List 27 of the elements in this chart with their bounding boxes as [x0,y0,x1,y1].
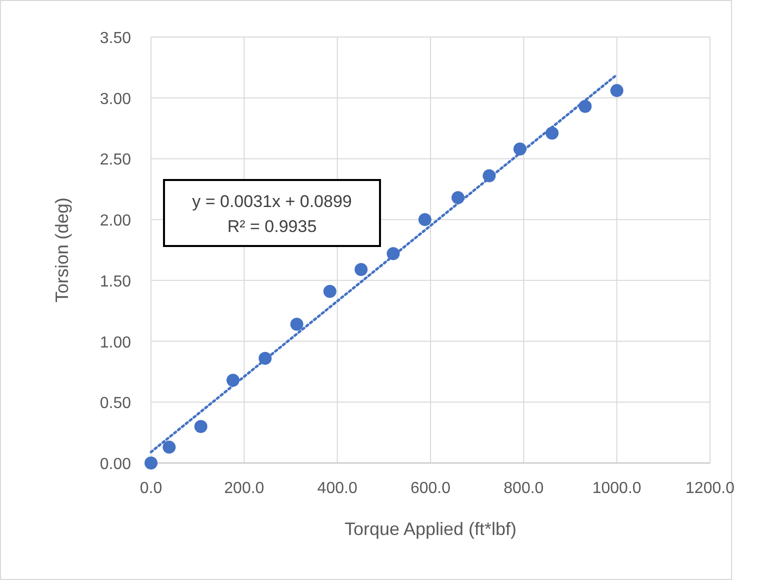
x-tick-label: 1000.0 [592,480,642,497]
point [162,440,176,454]
y-tick-label: 3.00 [100,90,132,108]
point [354,262,368,276]
y-tick-label: 0.00 [100,456,132,473]
y-tick-label: 1.00 [100,334,132,352]
x-tick-label: 0.0 [140,480,162,497]
point [610,84,624,98]
point [290,318,304,331]
point [418,213,432,226]
y-tick-label: 3.50 [100,30,132,47]
x-tick-label: 400.0 [317,480,358,497]
x-tick-label: 1200.0 [686,480,735,497]
x-axis-title: Torque Applied (ft*lbf) [344,519,517,539]
point [323,284,336,298]
x-tick-label: 600.0 [410,480,451,497]
y-axis-title: Torsion (deg) [52,197,72,303]
point [144,456,158,470]
x-tick-label: 200.0 [224,480,264,497]
y-tick-label: 1.50 [100,273,132,290]
x-tick-label: 800.0 [504,480,544,497]
y-tick-label: 0.50 [100,395,132,412]
y-tick-label: 2.50 [100,152,132,169]
point [194,420,208,433]
annotation: R² = 0.9935 [227,217,317,236]
y-tick-label: 2.00 [100,212,132,230]
annotation: y = 0.0031x + 0.0899 [192,192,352,211]
